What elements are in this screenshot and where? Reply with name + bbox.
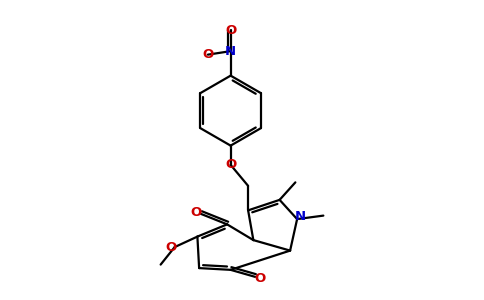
Text: O: O	[255, 272, 266, 285]
Text: O: O	[225, 24, 236, 37]
Text: O: O	[190, 206, 201, 219]
Text: O: O	[225, 158, 236, 171]
Text: N: N	[294, 210, 305, 223]
Text: O: O	[202, 48, 213, 61]
Text: N: N	[225, 45, 236, 58]
Text: O: O	[166, 241, 177, 254]
